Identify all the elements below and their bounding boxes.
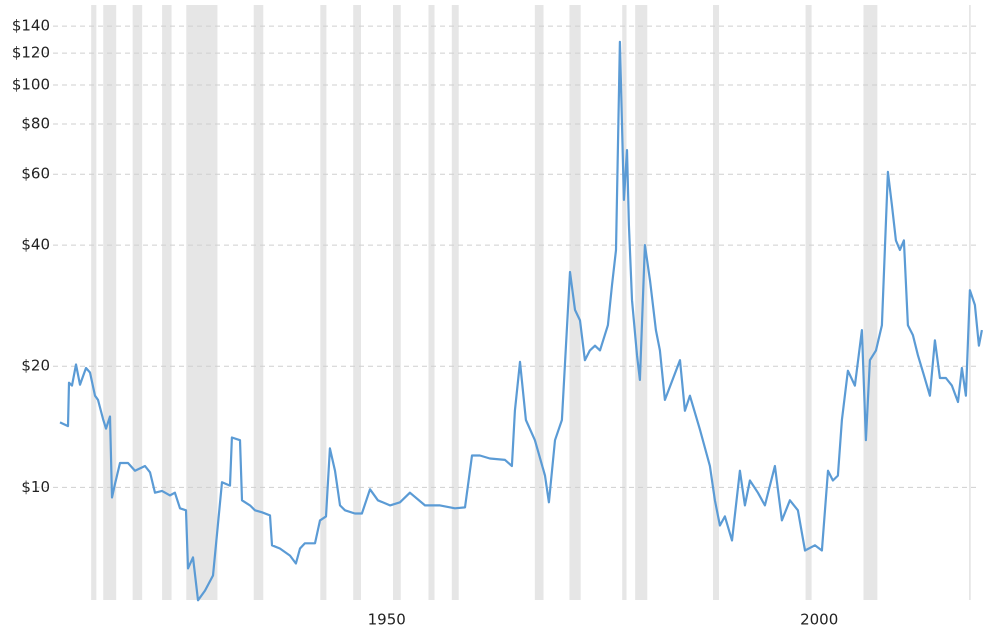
recession-band [320, 5, 327, 600]
recession-band [353, 5, 361, 600]
recession-band [253, 5, 264, 600]
recession-band [132, 5, 143, 600]
recession-band [805, 5, 812, 600]
recession-band [863, 5, 878, 600]
x-tick-label: 1950 [368, 611, 406, 629]
y-tick-label: $10 [21, 478, 50, 496]
recession-band [91, 5, 97, 600]
y-tick-label: $60 [21, 165, 50, 183]
y-tick-label: $140 [12, 17, 50, 35]
series [59, 40, 983, 602]
y-tick-label: $20 [21, 357, 50, 375]
y-tick-label: $120 [12, 44, 50, 62]
recession-band [534, 5, 544, 600]
recession-band [392, 5, 401, 600]
recession-band [622, 5, 627, 600]
recession-band [162, 5, 172, 600]
recession-band [428, 5, 435, 600]
recession-band [635, 5, 648, 600]
recession-band [103, 5, 117, 600]
y-tick-label: $40 [21, 236, 50, 254]
price-line [59, 40, 983, 602]
recession-bands [91, 5, 971, 600]
y-tick-label: $80 [21, 114, 50, 132]
tick-labels: $10 $20 $40 $60 $80 $100 $120 $140 1950 2000 [12, 17, 838, 629]
recession-band [713, 5, 720, 600]
grid [35, 25, 980, 488]
x-tick-label: 2000 [800, 611, 838, 629]
recession-band [451, 5, 459, 600]
y-tick-label: $100 [12, 75, 50, 93]
recession-band [186, 5, 218, 600]
